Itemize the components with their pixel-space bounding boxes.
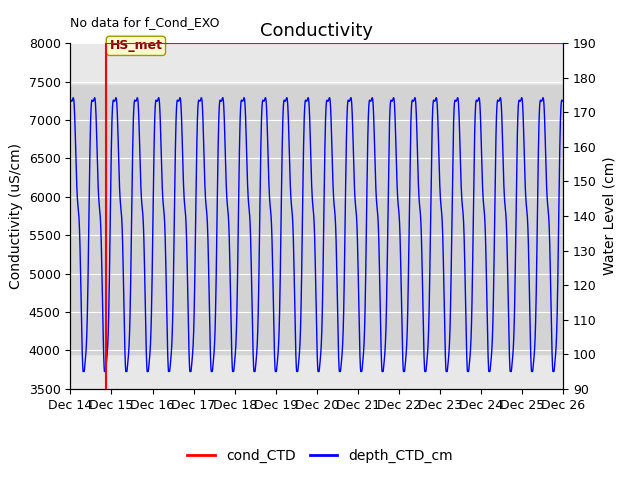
- Text: HS_met: HS_met: [109, 39, 163, 52]
- Y-axis label: Water Level (cm): Water Level (cm): [602, 156, 616, 276]
- Y-axis label: Conductivity (uS/cm): Conductivity (uS/cm): [9, 143, 23, 289]
- Title: Conductivity: Conductivity: [260, 22, 373, 40]
- Text: No data for f_Cond_EXO: No data for f_Cond_EXO: [70, 15, 220, 28]
- Bar: [70, 84, 563, 354]
- Legend: cond_CTD, depth_CTD_cm: cond_CTD, depth_CTD_cm: [181, 443, 459, 468]
